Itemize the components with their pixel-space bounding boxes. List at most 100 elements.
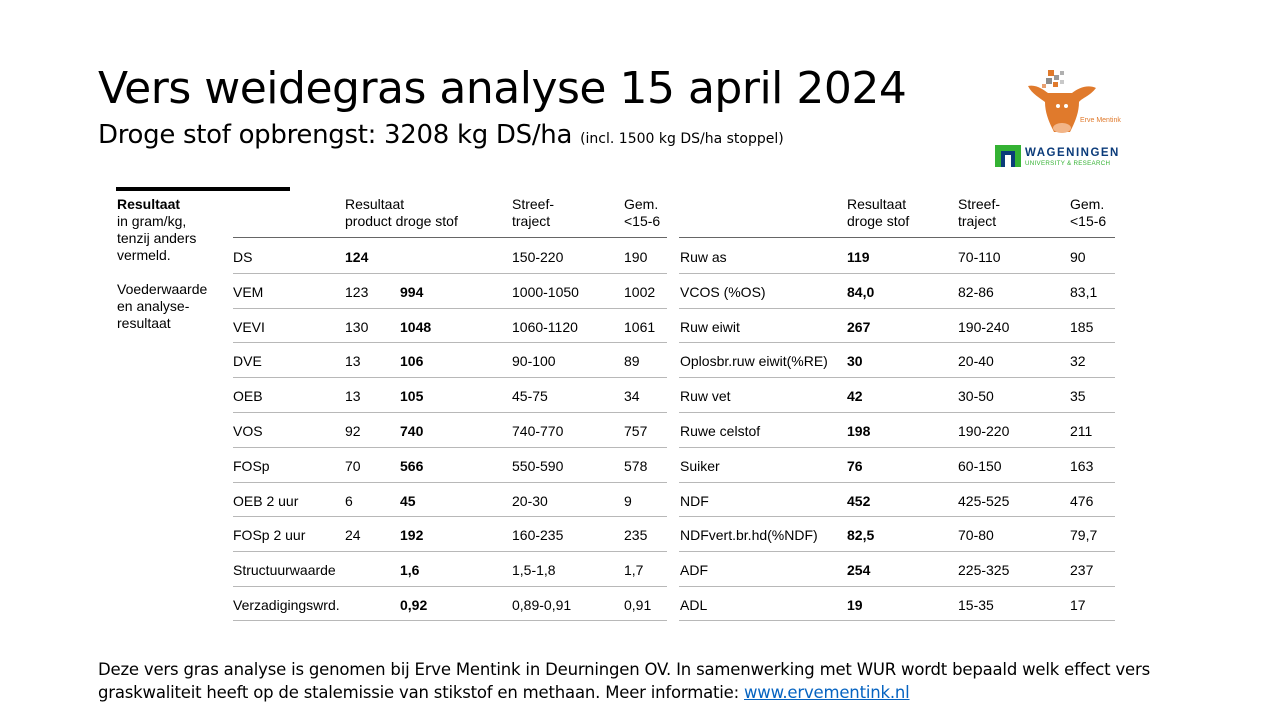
row-separator [233, 620, 667, 621]
row-separator [233, 551, 667, 552]
right-row-name: Ruwe celstof [680, 423, 761, 439]
right-row-average: 17 [1070, 597, 1086, 613]
legend-line: resultaat [117, 315, 171, 331]
left-row-average: 578 [624, 458, 648, 474]
right-row-name: VCOS (%OS) [680, 284, 766, 300]
left-row-name: FOSp [233, 458, 270, 474]
left-row-average: 757 [624, 423, 648, 439]
right-header-rule [679, 237, 1115, 238]
pixel-squares [1042, 70, 1064, 88]
right-header-result: Resultaat droge stof [847, 196, 909, 230]
right-row-drystof: 267 [847, 319, 871, 335]
right-row-drystof: 19 [847, 597, 863, 613]
left-row-product: 70 [345, 458, 361, 474]
header-text: Streef- [958, 196, 1001, 212]
left-header-average: Gem. <15-6 [624, 196, 660, 230]
left-row-name: Verzadigingswrd. [233, 597, 340, 613]
left-header-target: Streef- traject [512, 196, 554, 230]
page-subtitle: Droge stof opbrengst: 3208 kg DS/ha (inc… [98, 117, 784, 157]
right-row-average: 32 [1070, 353, 1086, 369]
row-separator [679, 516, 1115, 517]
row-separator [233, 377, 667, 378]
row-separator [233, 516, 667, 517]
left-row-name: VEM [233, 284, 264, 300]
row-separator [233, 342, 667, 343]
left-row-average: 235 [624, 527, 648, 543]
left-row-target: 90-100 [512, 353, 556, 369]
left-row-average: 1002 [624, 284, 656, 300]
left-header-rule [233, 237, 667, 238]
footer-note: Deze vers gras analyse is genomen bij Er… [98, 658, 1188, 704]
right-row-target: 70-110 [958, 249, 1001, 265]
left-row-target: 1060-1120 [512, 319, 578, 335]
row-separator [233, 308, 667, 309]
left-row-product: 92 [345, 423, 361, 439]
header-text: Gem. [1070, 196, 1105, 212]
left-row-drystof: 1048 [400, 319, 432, 335]
row-separator [233, 412, 667, 413]
header-text: traject [512, 213, 551, 229]
header-text: Resultaat [847, 196, 907, 212]
right-row-drystof: 452 [847, 493, 871, 509]
right-row-name: ADL [680, 597, 708, 613]
right-row-name: ADF [680, 562, 708, 578]
right-row-target: 425-525 [958, 493, 1010, 509]
left-row-product: 130 [345, 319, 369, 335]
header-text: Gem. [624, 196, 659, 212]
right-row-average: 35 [1070, 388, 1086, 404]
left-row-drystof: 0,92 [400, 597, 428, 613]
left-row-target: 740-770 [512, 423, 564, 439]
right-row-drystof: 42 [847, 388, 863, 404]
footer-link[interactable]: www.ervementink.nl [744, 683, 910, 702]
row-separator [233, 447, 667, 448]
row-separator [679, 412, 1115, 413]
header-text: product [345, 213, 392, 229]
legend-rule [116, 187, 290, 191]
right-row-average: 211 [1070, 423, 1093, 439]
row-separator [679, 447, 1115, 448]
left-row-target: 550-590 [512, 458, 564, 474]
right-header-average: Gem. <15-6 [1070, 196, 1106, 230]
cow-head-shape [1028, 85, 1096, 132]
wur-main-text: WAGENINGEN [1025, 147, 1120, 159]
legend-line: in gram/kg, [117, 213, 187, 229]
left-row-drystof: 566 [400, 458, 424, 474]
legend-line: Voederwaarde [117, 281, 208, 297]
left-row-name: VOS [233, 423, 263, 439]
left-row-drystof: 105 [400, 388, 424, 404]
left-row-name: Structuurwaarde [233, 562, 336, 578]
right-row-name: Ruw vet [680, 388, 731, 404]
row-separator [679, 620, 1115, 621]
right-row-target: 60-150 [958, 458, 1002, 474]
left-row-target: 0,89-0,91 [512, 597, 572, 613]
right-row-target: 70-80 [958, 527, 994, 543]
right-row-target: 82-86 [958, 284, 994, 300]
wageningen-logo: WAGENINGEN UNIVERSITY & RESEARCH [995, 145, 1120, 167]
left-row-target: 45-75 [512, 388, 548, 404]
header-text: Resultaat [345, 196, 405, 212]
header-text: traject [958, 213, 997, 229]
left-row-name: DVE [233, 353, 262, 369]
right-row-name: NDF [680, 493, 709, 509]
left-row-product: 124 [345, 249, 369, 265]
right-row-name: Ruw eiwit [680, 319, 740, 335]
right-row-drystof: 119 [847, 249, 870, 265]
erve-mentink-logo: Erve Mentink [1028, 70, 1121, 133]
row-separator [679, 586, 1115, 587]
right-row-name: Oplosbr.ruw eiwit(%RE) [680, 353, 828, 369]
left-row-product: 123 [345, 284, 369, 300]
row-separator [679, 308, 1115, 309]
header-text: droge stof [847, 213, 910, 229]
row-separator [233, 273, 667, 274]
left-row-average: 190 [624, 249, 648, 265]
subtitle-note: (incl. 1500 kg DS/ha stoppel) [580, 131, 784, 147]
legend-line: en analyse- [117, 298, 190, 314]
subtitle-text: Droge stof opbrengst: 3208 kg DS/ha [98, 120, 573, 150]
right-row-name: Suiker [680, 458, 720, 474]
footer-text: Deze vers gras analyse is genomen bij Er… [98, 660, 1150, 702]
page-title: Vers weidegras analyse 15 april 2024 [98, 63, 907, 114]
row-separator [679, 377, 1115, 378]
row-separator [679, 551, 1115, 552]
header-text: Streef- [512, 196, 555, 212]
left-row-name: DS [233, 249, 253, 265]
